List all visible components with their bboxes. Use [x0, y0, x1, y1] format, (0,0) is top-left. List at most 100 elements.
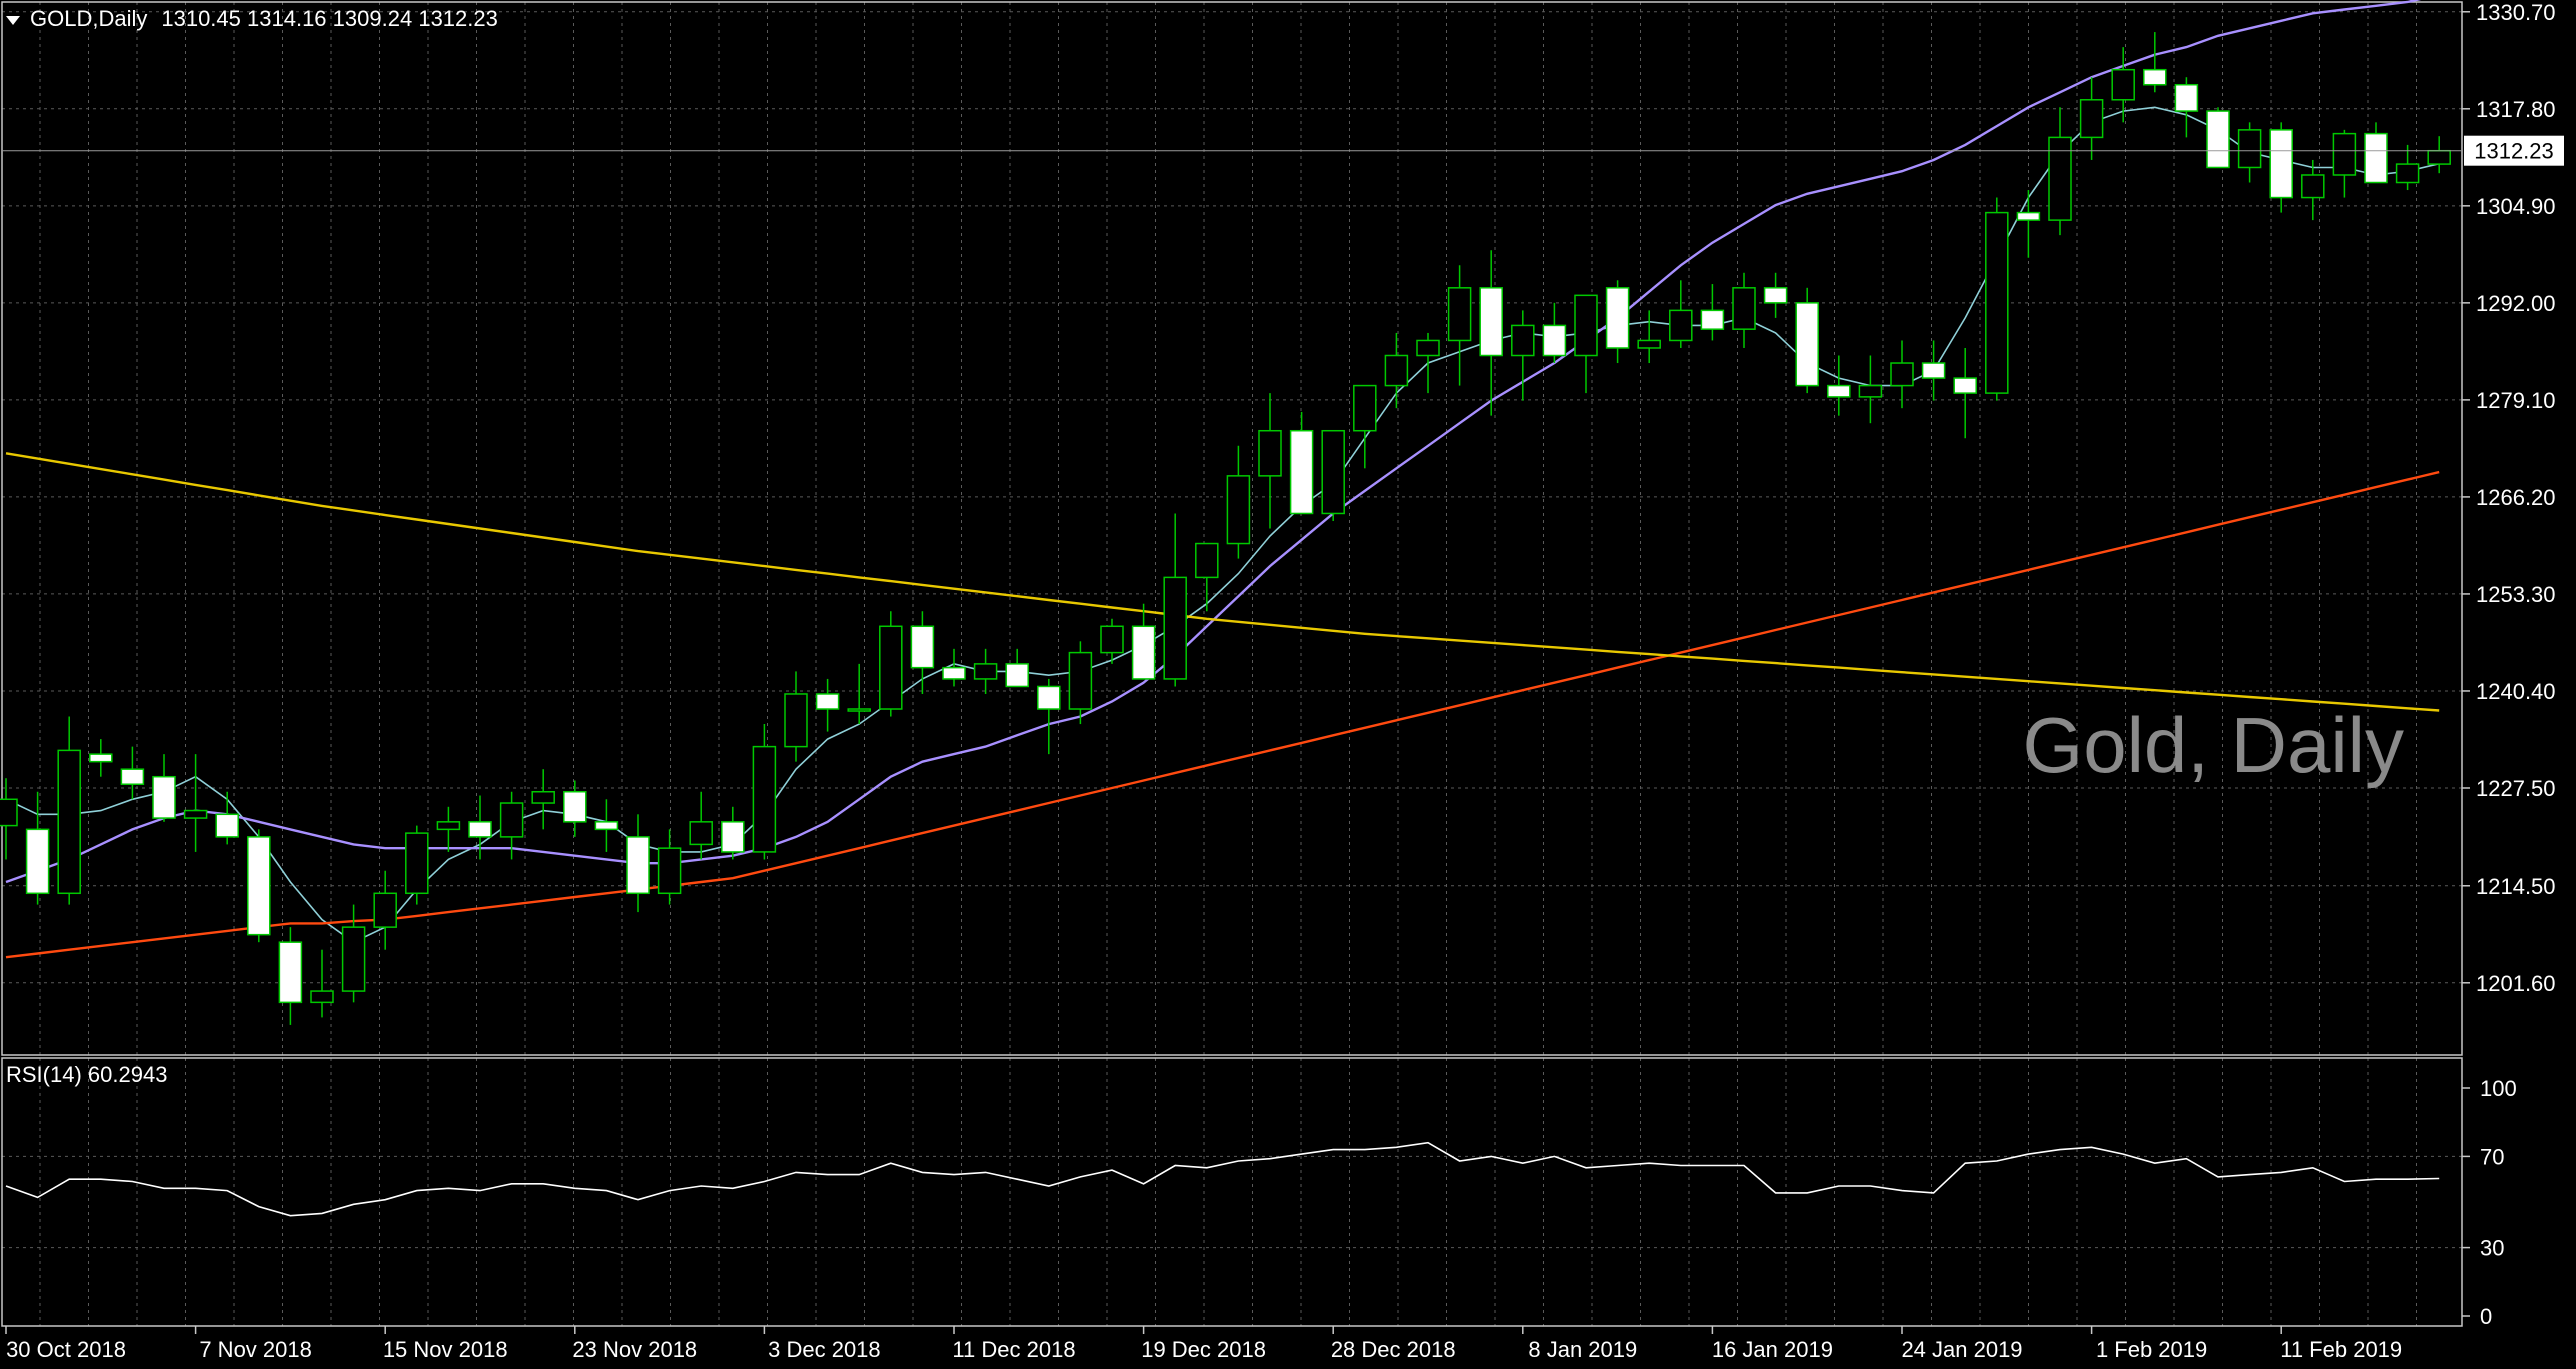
candle-body [1447, 287, 1472, 342]
candle-body [1258, 429, 1282, 477]
candle-body [2427, 149, 2451, 165]
candle-body [594, 821, 619, 831]
candle-body [563, 791, 587, 823]
candle-body [247, 836, 271, 936]
candle-body [405, 832, 429, 895]
candle-body [2016, 211, 2041, 221]
candle-body [499, 802, 524, 838]
candle-body [120, 768, 145, 785]
candle-body [2143, 68, 2167, 86]
candle-body [1921, 362, 1946, 379]
symbol-label: GOLD,Daily [30, 6, 148, 31]
candle-body [784, 693, 808, 748]
candle-body [2364, 132, 2388, 184]
candle-body [152, 775, 176, 819]
candle-body [468, 821, 492, 838]
candle-body [2301, 174, 2325, 199]
candle-body [1763, 287, 1788, 304]
x-tick-label: 8 Jan 2019 [1528, 1337, 1637, 1362]
candle-body [2332, 132, 2357, 176]
y-tick-label: 1214.50 [2476, 874, 2556, 899]
price-pane-border [1, 1, 2463, 1056]
x-tick-label: 11 Dec 2018 [952, 1337, 1075, 1362]
moving-average-line [5, 452, 2440, 712]
candle-body [2048, 136, 2072, 221]
candle-body [2079, 99, 2104, 139]
moving-average-line [5, 106, 2440, 944]
x-tick-label: 24 Jan 2019 [1901, 1337, 2022, 1362]
chart-watermark: Gold, Daily [2022, 701, 2404, 789]
high-value: 1314.16 [247, 6, 327, 31]
candle-body [1827, 384, 1851, 398]
candle-body [657, 847, 682, 895]
candle-body [2206, 110, 2230, 169]
y-tick-label: 1279.10 [2476, 388, 2556, 413]
candle-body [752, 745, 777, 853]
x-tick-label: 7 Nov 2018 [199, 1337, 312, 1362]
y-tick-label: 1253.30 [2476, 582, 2556, 607]
candle-body [879, 625, 903, 710]
x-tick-label: 30 Oct 2018 [6, 1337, 126, 1362]
collapse-triangle-icon[interactable] [6, 15, 20, 25]
candle-body [910, 625, 935, 669]
candle-body [278, 941, 303, 1004]
y-tick-label: 1201.60 [2476, 971, 2556, 996]
candle-body [1195, 542, 1219, 579]
candle-body [1068, 651, 1093, 710]
candle-body [942, 666, 966, 680]
candle-body [689, 821, 713, 846]
candle-body [721, 821, 745, 853]
rsi-tick-label: 30 [2480, 1236, 2504, 1261]
candle-body [1226, 475, 1251, 545]
candle-body [1858, 384, 1883, 398]
y-tick-label: 1292.00 [2476, 291, 2556, 316]
moving-average-line [5, 470, 2440, 959]
candle-body [436, 821, 461, 831]
candle-body [626, 836, 650, 895]
candle-body [1321, 429, 1345, 515]
rsi-pane-border [1, 1057, 2463, 1327]
candle-body [215, 813, 239, 838]
x-tick-label: 3 Dec 2018 [768, 1337, 881, 1362]
rsi-tick-label: 70 [2480, 1144, 2504, 1169]
candle-body [1416, 339, 1440, 357]
candle-body [847, 708, 871, 712]
open-value: 1310.45 [161, 6, 241, 31]
rsi-line [5, 1141, 2440, 1217]
candle-body [1605, 287, 1630, 349]
candle-body [1890, 362, 1914, 387]
candle-body [1100, 625, 1124, 654]
candle-body [1479, 287, 1503, 357]
candle-body [1037, 685, 1061, 710]
candle-body [2174, 83, 2199, 112]
candle-body [89, 753, 113, 763]
x-tick-label: 23 Nov 2018 [572, 1337, 697, 1362]
x-tick-label: 16 Jan 2019 [1712, 1337, 1833, 1362]
x-tick-label: 1 Feb 2019 [2096, 1337, 2207, 1362]
y-tick-label: 1304.90 [2476, 194, 2556, 219]
y-tick-label: 1330.70 [2476, 0, 2556, 25]
candle-body [1542, 324, 1567, 357]
candle-body [183, 809, 208, 819]
candle-body [57, 749, 81, 895]
x-tick-label: 19 Dec 2018 [1141, 1337, 1266, 1362]
candle-body [1795, 302, 1819, 387]
candle-body [2237, 129, 2262, 169]
candle-body [1574, 294, 1598, 357]
candle-body [1669, 309, 1693, 342]
close-value: 1312.23 [418, 6, 498, 31]
y-tick-label: 1240.40 [2476, 679, 2556, 704]
candle-body [25, 828, 50, 895]
candle-body [1637, 339, 1661, 349]
candle-body [2111, 68, 2135, 101]
price-tag-label: 1312.23 [2474, 139, 2554, 164]
candle-body [1985, 211, 2009, 394]
rsi-header: RSI(14) 60.2943 [6, 1062, 168, 1087]
candle-body [1131, 625, 1156, 680]
candle-body [2395, 163, 2420, 184]
y-tick-label: 1266.20 [2476, 485, 2556, 510]
candle-body [1353, 384, 1377, 432]
candle-body [1511, 324, 1535, 357]
candle-body [0, 798, 18, 827]
